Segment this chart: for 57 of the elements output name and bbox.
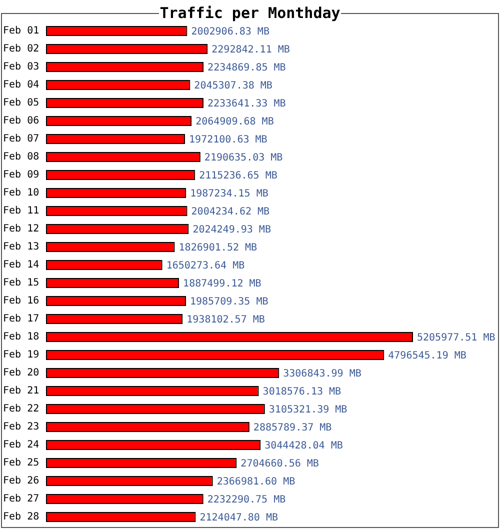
data-label: 1985709.35 MB xyxy=(190,296,268,308)
data-label: 2232290.75 MB xyxy=(207,494,286,506)
data-label: 3105321.39 MB xyxy=(268,404,348,416)
data-label: 2885789.37 MB xyxy=(253,422,332,434)
data-label: 2064909.68 MB xyxy=(196,116,274,128)
y-tick-label: Feb 21 xyxy=(3,386,40,397)
data-label: 3044428.04 MB xyxy=(264,440,343,452)
data-label: 2233641.33 MB xyxy=(207,98,286,110)
data-label: 1826901.52 MB xyxy=(178,242,258,254)
data-label: 3018576.13 MB xyxy=(262,386,342,398)
y-tick-label: Feb 07 xyxy=(3,134,40,145)
data-label: 5205977.51 MB xyxy=(417,332,496,344)
data-label: 1650273.64 MB xyxy=(166,260,245,272)
y-tick-label: Feb 27 xyxy=(3,494,40,505)
data-label: 2002906.83 MB xyxy=(191,26,270,38)
y-tick-label: Feb 18 xyxy=(3,332,40,343)
y-tick-label: Feb 14 xyxy=(3,260,40,271)
y-tick-label: Feb 26 xyxy=(3,476,40,487)
y-tick-label: Feb 13 xyxy=(3,242,40,253)
y-tick-label: Feb 20 xyxy=(3,368,40,379)
y-tick-label: Feb 16 xyxy=(3,296,40,307)
data-label: 1987234.15 MB xyxy=(190,188,268,200)
y-tick-label: Feb 01 xyxy=(3,26,40,37)
data-label: 2234869.85 MB xyxy=(208,62,286,74)
y-tick-label: Feb 22 xyxy=(3,404,40,415)
y-tick-label: Feb 08 xyxy=(3,152,40,163)
y-tick-label: Feb 15 xyxy=(3,278,40,289)
data-label: 2124047.80 MB xyxy=(200,512,278,524)
y-tick-label: Feb 23 xyxy=(3,422,40,433)
data-label: 2366981.60 MB xyxy=(216,476,296,488)
data-label: 2115236.65 MB xyxy=(199,170,278,182)
y-tick-label: Feb 02 xyxy=(3,44,40,55)
y-tick-label: Feb 11 xyxy=(3,206,40,217)
y-tick-label: Feb 25 xyxy=(3,458,40,469)
y-tick-label: Feb 12 xyxy=(3,224,40,235)
data-label: 1938102.57 MB xyxy=(186,314,265,326)
data-label: 1887499.12 MB xyxy=(183,278,262,290)
y-tick-label: Feb 19 xyxy=(3,350,40,361)
y-tick-label: Feb 28 xyxy=(3,512,40,523)
y-tick-label: Feb 03 xyxy=(3,62,40,73)
data-label: 2004234.62 MB xyxy=(191,206,270,218)
y-tick-label: Feb 10 xyxy=(3,188,40,199)
y-tick-label: Feb 17 xyxy=(3,314,40,325)
y-tick-label: Feb 05 xyxy=(3,98,40,109)
y-tick-label: Feb 24 xyxy=(3,440,40,451)
data-label: 2045307.38 MB xyxy=(194,80,272,92)
data-label: 2190635.03 MB xyxy=(204,152,283,164)
data-label: 2024249.93 MB xyxy=(192,224,271,236)
y-tick-label: Feb 06 xyxy=(3,116,40,127)
y-tick-label: Feb 09 xyxy=(3,170,40,181)
data-label: 2292842.11 MB xyxy=(212,44,290,56)
data-label: 4796545.19 MB xyxy=(388,350,466,362)
chart-title: Traffic per Monthday xyxy=(158,4,342,22)
data-label: 2704660.56 MB xyxy=(240,458,319,470)
data-label: 3306843.99 MB xyxy=(283,368,362,380)
y-tick-label: Feb 04 xyxy=(3,80,40,91)
data-label: 1972100.63 MB xyxy=(189,134,268,146)
